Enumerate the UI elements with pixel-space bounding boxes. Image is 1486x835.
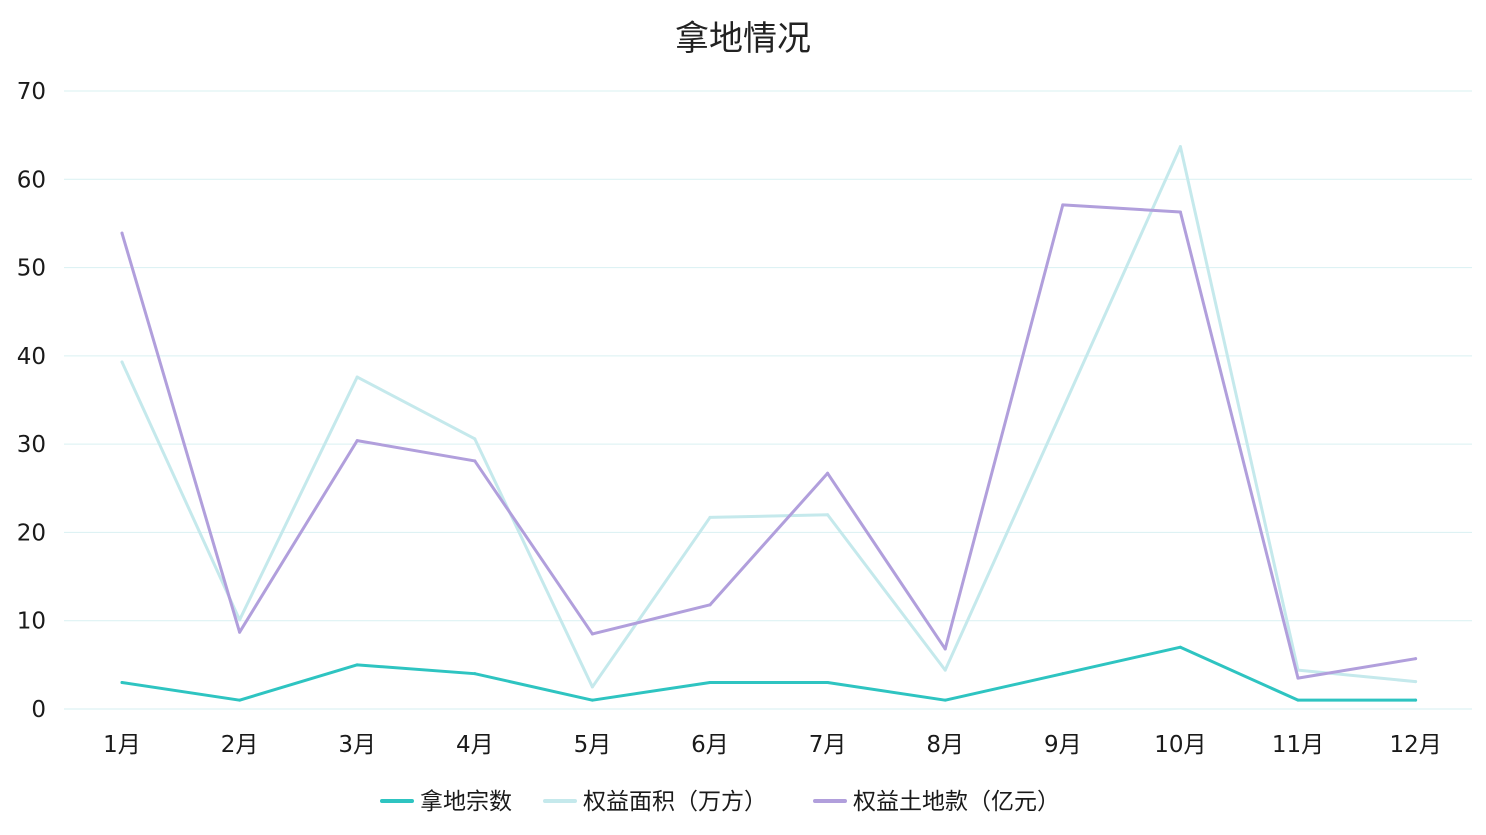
x-tick-label: 5月 (574, 732, 612, 758)
data-point (1061, 203, 1065, 207)
data-point (943, 647, 947, 651)
legend-item: 权益面积（万方） (543, 789, 767, 815)
data-point (826, 513, 830, 517)
data-point (1414, 698, 1418, 702)
y-tick-label: 70 (17, 79, 46, 105)
x-axis-ticks: 1月 2月 3月 4月 5月 6月 7月 8月 9月 10月 11月 12月 (103, 732, 1442, 758)
data-point (238, 698, 242, 702)
series-line (120, 203, 1418, 680)
legend-label: 权益土地款（亿元） (853, 789, 1060, 815)
legend: 拿地宗数 权益面积（万方） 权益土地款（亿元） (380, 788, 1060, 815)
data-point (826, 471, 830, 475)
y-tick-label: 10 (17, 609, 46, 635)
data-point (1178, 145, 1182, 149)
data-point (120, 360, 124, 364)
x-tick-label: 11月 (1272, 732, 1324, 758)
data-point (238, 630, 242, 634)
x-tick-label: 7月 (809, 732, 847, 758)
data-point (1178, 645, 1182, 649)
series-2 (120, 203, 1418, 680)
data-point (120, 681, 124, 685)
legend-label: 拿地宗数 (420, 788, 512, 815)
data-point (1296, 698, 1300, 702)
data-point (1178, 210, 1182, 214)
data-point (708, 681, 712, 685)
series-line (120, 645, 1418, 702)
x-tick-label: 2月 (221, 732, 259, 758)
data-point (355, 375, 359, 379)
x-tick-label: 4月 (456, 732, 494, 758)
x-tick-label: 6月 (691, 732, 729, 758)
data-point (1061, 672, 1065, 676)
y-tick-label: 30 (17, 432, 46, 458)
data-point (1061, 407, 1065, 411)
x-tick-label: 1月 (103, 732, 141, 758)
x-tick-label: 10月 (1154, 732, 1206, 758)
data-point (590, 698, 594, 702)
data-point (120, 231, 124, 235)
series-lines (120, 145, 1418, 702)
data-point (355, 439, 359, 443)
y-tick-label: 50 (17, 256, 46, 282)
y-tick-label: 60 (17, 167, 46, 193)
series-0 (120, 645, 1418, 702)
data-point (1296, 676, 1300, 680)
data-point (473, 459, 477, 463)
data-point (238, 618, 242, 622)
series-1 (120, 145, 1418, 689)
x-tick-label: 9月 (1044, 732, 1082, 758)
x-tick-label: 3月 (338, 732, 376, 758)
gridlines (64, 90, 1472, 710)
y-tick-label: 40 (17, 344, 46, 370)
data-point (590, 685, 594, 689)
legend-item: 权益土地款（亿元） (813, 789, 1060, 815)
data-point (826, 681, 830, 685)
y-axis-ticks: 0 10 20 30 40 50 60 70 (17, 79, 46, 723)
data-point (708, 515, 712, 519)
chart-title: 拿地情况 (675, 19, 811, 59)
x-tick-label: 12月 (1389, 732, 1441, 758)
series-line (120, 145, 1418, 689)
y-tick-label: 0 (31, 697, 46, 723)
data-point (708, 603, 712, 607)
data-point (473, 437, 477, 441)
x-tick-label: 8月 (926, 732, 964, 758)
data-point (1414, 657, 1418, 661)
legend-item: 拿地宗数 (380, 788, 512, 815)
data-point (943, 668, 947, 672)
data-point (1414, 680, 1418, 684)
y-tick-label: 20 (17, 520, 46, 546)
data-point (943, 698, 947, 702)
legend-label: 权益面积（万方） (583, 789, 767, 815)
data-point (355, 663, 359, 667)
data-point (473, 672, 477, 676)
data-point (590, 632, 594, 636)
